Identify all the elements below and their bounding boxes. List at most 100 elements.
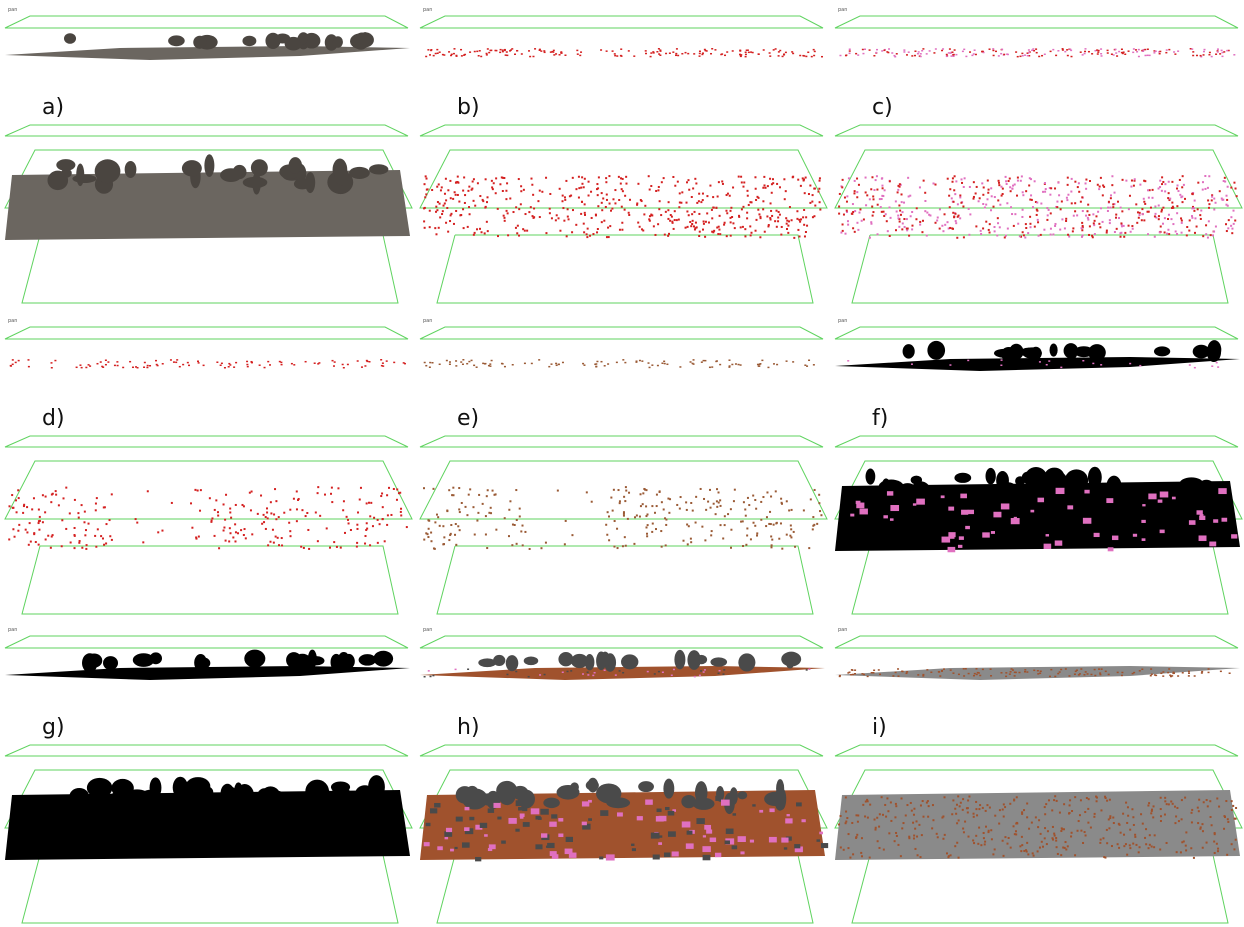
cloud-point: [1186, 234, 1188, 236]
cloud-point: [999, 809, 1001, 811]
strip-point: [604, 670, 606, 672]
cloud-point: [916, 499, 925, 505]
cloud-point: [686, 524, 688, 526]
cloud-point: [985, 810, 987, 812]
cloud-point: [571, 534, 573, 536]
strip-point: [903, 49, 905, 51]
cloud-point: [1178, 820, 1180, 822]
cloud-point: [651, 833, 660, 839]
strip-point: [430, 50, 432, 52]
cloud-point: [755, 219, 757, 221]
cloud-point: [623, 496, 625, 498]
cloud-point: [1131, 808, 1133, 810]
cloud-point: [244, 528, 246, 530]
cloud-point: [880, 206, 882, 208]
cloud-point: [843, 214, 845, 216]
cloud-point: [1134, 178, 1136, 180]
cloud-point: [876, 817, 878, 819]
cloud-point: [982, 807, 984, 809]
cloud-point: [1208, 203, 1210, 205]
strip-point: [1182, 672, 1184, 674]
cloud-point: [778, 538, 780, 540]
cloud-point: [955, 180, 957, 182]
cloud-point: [1116, 228, 1118, 230]
strip-point: [1221, 50, 1223, 52]
cloud-point: [366, 522, 368, 524]
cloud-point: [508, 535, 510, 537]
cloud-point: [653, 855, 660, 860]
cloud-point: [931, 827, 933, 829]
strip-point: [745, 52, 747, 54]
cloud-point: [1004, 236, 1006, 238]
cloud-point: [952, 799, 954, 801]
cloud-point: [1053, 799, 1055, 801]
cloud-point: [474, 534, 476, 536]
cloud-point: [1093, 816, 1095, 818]
cloud-point: [668, 512, 670, 514]
strip-point: [921, 50, 923, 52]
cloud-point: [507, 234, 509, 236]
cloud-point: [584, 214, 586, 216]
cloud-point: [1045, 803, 1047, 805]
strip-point: [657, 365, 659, 367]
cloud-point: [1208, 220, 1210, 222]
cloud-point: [278, 544, 280, 546]
cloud-point: [709, 185, 711, 187]
cloud-point: [750, 840, 754, 843]
cloud-point: [1060, 854, 1062, 856]
cloud-point: [1189, 520, 1196, 525]
cloud-point: [668, 233, 670, 235]
cloud-point: [270, 512, 272, 514]
cloud-point: [790, 536, 792, 538]
cloud-point: [967, 799, 969, 801]
strip-point: [664, 363, 666, 365]
strip-point: [474, 51, 476, 53]
cloud-point: [1150, 207, 1152, 209]
cloud-point: [485, 206, 487, 208]
strip-point: [739, 50, 741, 52]
strip-point: [979, 675, 981, 677]
strip-point: [926, 53, 928, 55]
cloud-point: [427, 536, 429, 538]
cloud-point: [1089, 180, 1091, 182]
cloud-blob: [294, 178, 311, 189]
cloud-point: [1233, 223, 1235, 225]
cloud-point: [1107, 210, 1109, 212]
cloud-point: [425, 193, 427, 195]
strip-point: [486, 53, 488, 55]
strip-blob: [194, 654, 207, 671]
strip-point: [516, 50, 518, 52]
cloud-point: [366, 502, 368, 504]
strip-point: [1044, 54, 1046, 56]
cloud-point: [751, 232, 753, 234]
cloud-point: [1097, 211, 1099, 213]
strip-point: [950, 52, 952, 54]
cloud-point: [584, 178, 586, 180]
cloud-point: [1085, 179, 1087, 181]
cloud-blob: [496, 781, 517, 801]
cloud-point: [105, 542, 107, 544]
strip-blob: [373, 651, 393, 667]
cloud-point: [25, 529, 27, 531]
cloud-point: [74, 499, 76, 501]
strip-point: [946, 54, 948, 56]
cloud-blob: [570, 782, 579, 791]
cloud-point: [1160, 815, 1162, 817]
cloud-point: [357, 511, 359, 513]
strip-point: [703, 360, 705, 362]
cloud-point: [559, 230, 561, 232]
strip-point: [850, 674, 852, 676]
cloud-point: [916, 207, 918, 209]
cloud-point: [842, 223, 844, 225]
strip-point: [393, 362, 395, 364]
cloud-point: [1143, 198, 1145, 200]
cloud-point: [804, 235, 806, 237]
cloud-point: [1172, 223, 1174, 225]
cloud-point: [1142, 504, 1145, 506]
cloud-point: [1054, 795, 1056, 797]
cloud-point: [840, 232, 842, 234]
cloud-point: [586, 236, 588, 238]
strip-point: [548, 366, 550, 368]
cloud-point: [936, 219, 938, 221]
cloud-point: [228, 540, 230, 542]
